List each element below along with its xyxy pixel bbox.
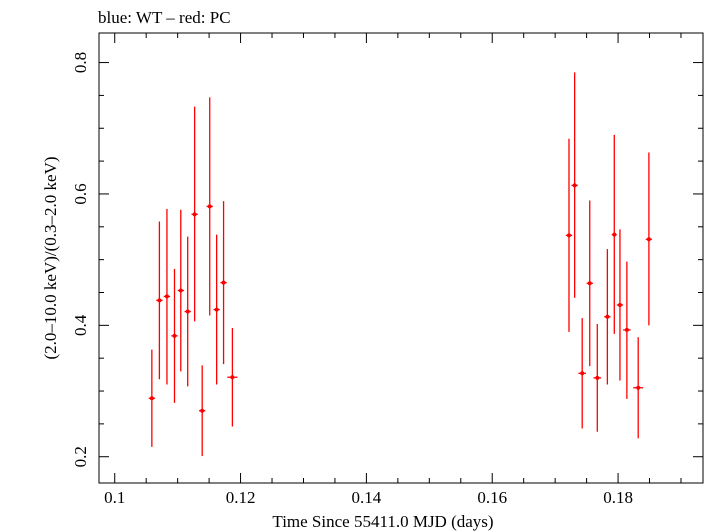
point-marker — [595, 375, 600, 380]
data-point — [604, 249, 611, 385]
data-point — [184, 236, 191, 387]
point-marker — [207, 204, 212, 209]
y-tick-label: 0.4 — [71, 314, 90, 336]
data-point — [645, 152, 653, 326]
point-marker — [192, 212, 197, 217]
plot-frame — [98, 32, 704, 484]
data-point — [148, 349, 155, 447]
data-point — [220, 201, 227, 365]
x-tick-label: 0.16 — [477, 488, 507, 507]
data-point — [213, 234, 220, 385]
point-marker — [587, 281, 592, 286]
data-point — [171, 268, 178, 403]
y-tick-label: 0.8 — [71, 52, 90, 73]
point-marker — [164, 294, 169, 299]
data-point — [611, 134, 617, 334]
x-tick-label: 0.14 — [352, 488, 382, 507]
point-marker — [178, 288, 183, 293]
data-point — [571, 72, 578, 298]
point-marker — [605, 314, 610, 319]
point-marker — [221, 280, 226, 285]
x-tick-label: 0.1 — [104, 488, 125, 507]
data-point — [177, 209, 184, 372]
data-marks — [148, 72, 653, 457]
data-point — [206, 97, 213, 316]
point-marker — [612, 232, 617, 237]
data-point — [616, 229, 624, 381]
data-point — [163, 209, 171, 385]
point-marker — [617, 302, 622, 307]
chart-title: blue: WT – red: PC — [98, 8, 231, 27]
x-axis-label: Time Since 55411.0 MJD (days) — [272, 512, 493, 531]
data-point — [565, 138, 573, 332]
data-point — [593, 324, 602, 432]
data-point — [623, 261, 631, 399]
point-marker — [200, 408, 205, 413]
data-point — [578, 318, 586, 429]
point-marker — [566, 233, 571, 238]
point-marker — [172, 333, 177, 338]
point-marker — [157, 298, 162, 303]
data-point — [633, 337, 644, 439]
point-marker — [149, 396, 154, 401]
point-marker — [230, 375, 235, 380]
data-point — [227, 327, 238, 427]
x-tick-label: 0.12 — [226, 488, 256, 507]
data-point — [199, 365, 206, 457]
point-marker — [624, 327, 629, 332]
x-tick-label: 0.18 — [603, 488, 633, 507]
data-point — [586, 200, 593, 367]
point-marker — [214, 307, 219, 312]
data-point — [156, 221, 163, 380]
y-tick-label: 0.2 — [71, 446, 90, 467]
point-marker — [185, 309, 190, 314]
point-marker — [646, 237, 651, 242]
data-point — [191, 106, 198, 322]
point-marker — [580, 371, 585, 376]
point-marker — [636, 385, 641, 390]
axes: 0.1 0.12 0.14 0.16 0.18 0.2 0.4 0.6 0.8 — [71, 33, 703, 507]
y-tick-label: 0.6 — [71, 183, 90, 204]
y-axis-label: (2.0–10.0 keV)/(0.3–2.0 keV) — [41, 156, 60, 359]
point-marker — [572, 183, 577, 188]
